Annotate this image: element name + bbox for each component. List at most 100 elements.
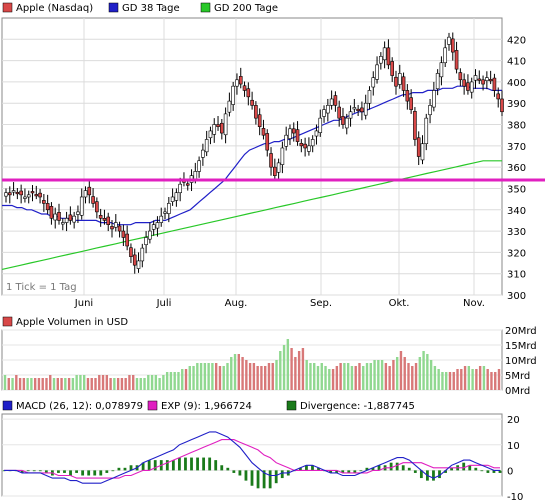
volume-bar	[207, 363, 210, 390]
volume-bar	[373, 360, 376, 390]
price-y-tick: 340	[507, 206, 526, 217]
candle-body	[216, 124, 220, 127]
candle-body	[265, 133, 270, 151]
candle-body	[466, 82, 470, 91]
price-y-tick: 310	[507, 270, 526, 281]
candle-body	[163, 211, 167, 214]
divergence-bar	[480, 470, 484, 472]
candle-body	[424, 117, 429, 145]
volume-bar	[414, 363, 418, 390]
volume-bar	[105, 375, 109, 390]
volume-bar	[497, 369, 501, 390]
divergence-bar	[93, 470, 97, 476]
divergence-bar	[87, 470, 91, 476]
candle-body	[284, 134, 288, 147]
divergence-bar	[190, 457, 193, 471]
volume-bar	[365, 363, 369, 390]
volume-bar	[22, 378, 26, 390]
candle-body	[64, 217, 69, 223]
legend-apple: Apple (Nasdaq)	[16, 3, 93, 14]
divergence-bar	[196, 457, 199, 471]
volume-bar	[237, 354, 241, 390]
candle-body	[83, 190, 88, 198]
divergence-bar	[256, 470, 260, 489]
volume-bar	[324, 366, 327, 390]
candle-body	[7, 192, 12, 196]
divergence-bar	[359, 470, 363, 472]
volume-bar	[301, 348, 305, 390]
volume-bar	[33, 378, 37, 390]
candle-body	[140, 247, 145, 262]
candle-body	[102, 217, 107, 221]
volume-bar	[181, 369, 184, 390]
volume-bar	[101, 375, 105, 390]
candle-body	[329, 98, 334, 106]
price-plot-area	[1, 17, 503, 296]
candle-body	[34, 194, 39, 197]
candle-body	[98, 215, 103, 219]
candle-body	[269, 153, 273, 168]
volume-bar	[426, 354, 429, 390]
candle-body	[303, 143, 307, 149]
volume-bar	[196, 363, 199, 390]
candle-body	[367, 90, 372, 104]
divergence-bar	[32, 470, 36, 472]
candle-body	[238, 76, 243, 85]
volume-bar	[294, 357, 297, 390]
candle-body	[167, 203, 171, 214]
volume-bar	[86, 378, 90, 390]
candle-body	[30, 191, 35, 194]
volume-bar	[230, 357, 233, 390]
candle-body	[356, 108, 360, 111]
divergence-bar	[141, 462, 145, 471]
divergence-bar	[123, 467, 127, 471]
divergence-bar	[75, 470, 78, 473]
candle-body	[144, 237, 148, 246]
volume-bar	[358, 363, 361, 390]
macd-y-axis: 20 10 0 -10	[507, 415, 523, 502]
candle-body	[76, 211, 80, 215]
candle-body	[450, 38, 455, 53]
volume-bar	[162, 375, 165, 390]
volume-bar	[60, 378, 63, 390]
volume-bar	[165, 372, 169, 390]
macd-y-tick: -10	[507, 492, 523, 502]
candle-body	[375, 64, 379, 80]
volume-bar	[188, 366, 191, 390]
candle-body	[273, 166, 277, 176]
price-x-tick: Nov.	[463, 298, 485, 309]
candle-body	[129, 247, 133, 257]
volume-bar	[328, 369, 331, 390]
candle-body	[485, 77, 489, 81]
divergence-bar	[153, 460, 157, 471]
volume-bar	[67, 378, 71, 390]
volume-bar	[305, 360, 308, 390]
divergence-bar	[244, 470, 248, 481]
volume-bar	[113, 378, 116, 390]
candle-body	[4, 192, 8, 197]
volume-bar	[471, 369, 474, 390]
price-x-tick: Sep.	[310, 298, 332, 309]
candle-body	[288, 128, 292, 139]
candle-body	[310, 139, 315, 147]
candle-body	[235, 79, 239, 87]
volume-bar	[380, 360, 384, 390]
divergence-bar	[468, 465, 472, 471]
divergence-bar	[450, 467, 454, 471]
volume-bar	[75, 375, 78, 390]
candle-body	[276, 162, 281, 173]
candle-body	[38, 192, 42, 198]
volume-bar	[452, 372, 455, 390]
volume-bar	[11, 378, 14, 390]
volume-bar	[139, 378, 142, 390]
volume-bar	[109, 378, 112, 390]
divergence-bar	[165, 460, 169, 471]
volume-bar	[422, 351, 425, 390]
volume-bar	[214, 363, 218, 390]
candle-body	[447, 36, 451, 45]
volume-bar	[275, 360, 278, 390]
volume-bar	[267, 363, 271, 390]
candle-body	[420, 143, 425, 161]
candle-body	[42, 200, 46, 204]
volume-bar	[320, 363, 323, 390]
